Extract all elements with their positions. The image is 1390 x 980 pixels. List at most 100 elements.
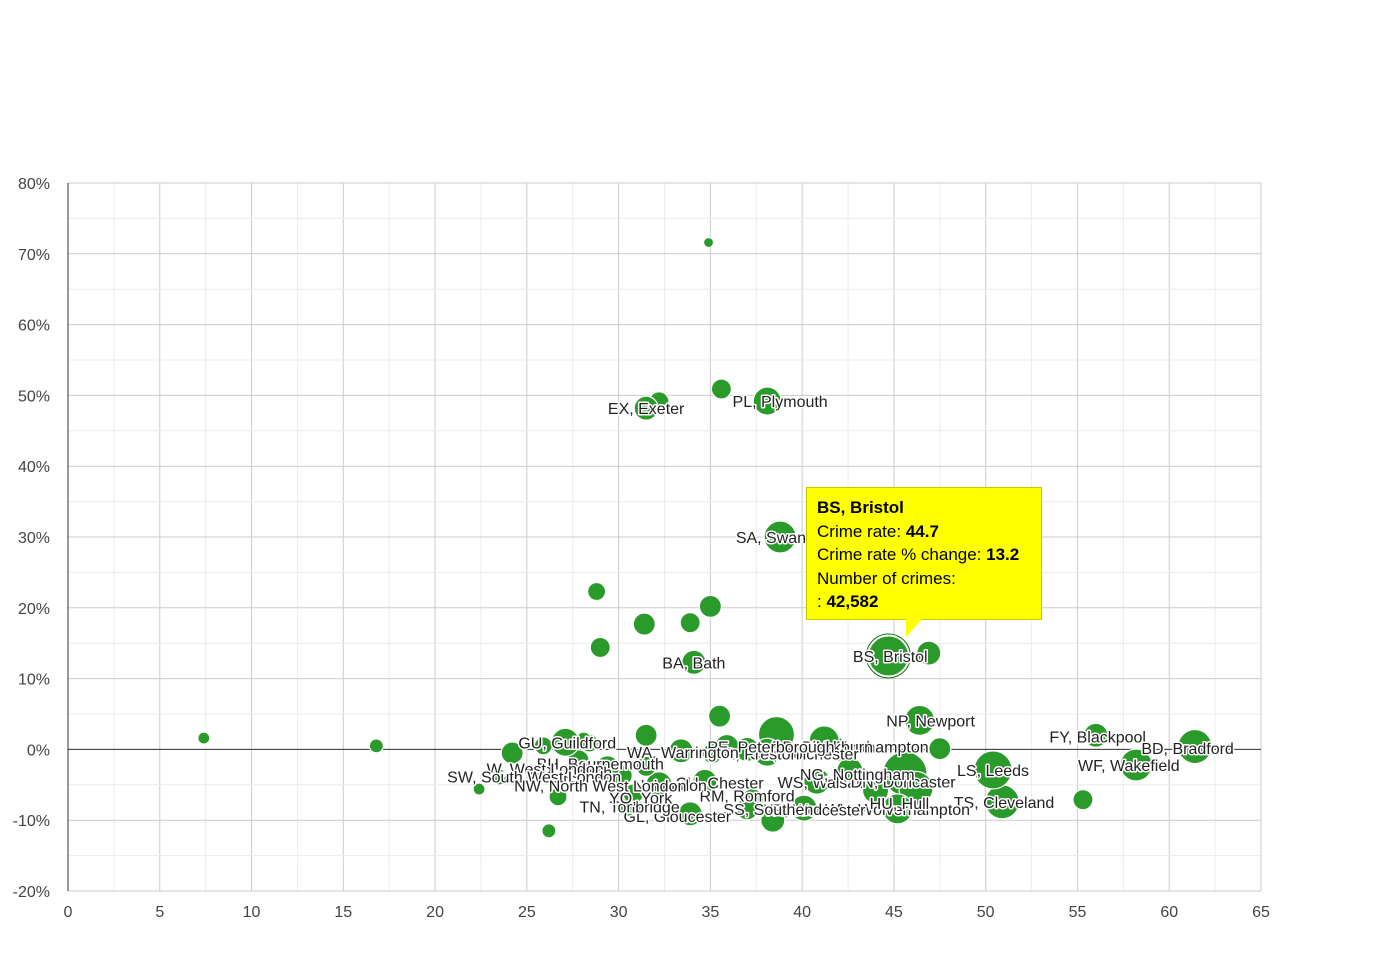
bubble-label: WR, Worcester: [757, 803, 866, 820]
bubble-point: [1177, 728, 1213, 765]
bubble-point: [735, 797, 759, 821]
bubble-point: [589, 636, 611, 659]
bubble-label: BA, Bath: [662, 655, 725, 672]
bubble-point: [698, 594, 722, 618]
bubble-point: [803, 767, 831, 795]
bubble-label: FY, Blackpool: [1049, 730, 1146, 747]
tooltip-count-row: : 42,582: [817, 590, 1031, 614]
bubble-label: YO, York: [609, 791, 673, 808]
bubble-point: [752, 386, 782, 416]
y-tick-label: 50%: [18, 388, 50, 405]
bubble-point: [881, 793, 914, 825]
bubble-point: [490, 768, 508, 786]
y-tick-label: 40%: [18, 459, 50, 476]
x-tick-label: 65: [1252, 904, 1270, 921]
y-tick-label: 70%: [18, 247, 50, 264]
x-tick-label: 40: [793, 904, 811, 921]
bubble-label: BB, Blackburn: [772, 740, 873, 757]
bubble-point: [533, 736, 553, 756]
bubble-label: WF, Wakefield: [1078, 758, 1180, 775]
y-tick-label: 80%: [18, 176, 50, 193]
bubble-point: [1072, 789, 1094, 811]
bubble-point: [710, 378, 732, 400]
bubble-point: [632, 612, 656, 636]
bubble-point: [836, 757, 864, 785]
bubble-label: SA, Swan: [736, 530, 806, 547]
y-tick-label: 60%: [18, 318, 50, 335]
bubble-label: N, London: [633, 778, 707, 795]
bubble-point: [973, 750, 1013, 790]
x-tick-label: 5: [155, 904, 164, 921]
bubble-label: NG, Nottingham: [800, 767, 915, 784]
bubble-point: [595, 755, 621, 781]
bubble-label: PR, Preston: [713, 747, 799, 764]
x-tick-label: 20: [426, 904, 444, 921]
tooltip-count-label: Number of crimes:: [817, 568, 956, 588]
x-tick-label: 60: [1160, 904, 1178, 921]
bubble-point: [645, 771, 673, 799]
bubble-point: [368, 738, 384, 754]
tooltip-count-value: 42,582: [826, 592, 879, 611]
y-tick-label: 30%: [18, 530, 50, 547]
bubble-point: [702, 236, 715, 249]
bubble-point: [633, 395, 659, 421]
bubble-label: HU, Hull: [870, 796, 930, 813]
bubbles: [197, 236, 1213, 839]
bubble-point: [586, 581, 607, 602]
tooltip-title: BS, Bristol: [817, 498, 904, 517]
bubble-point: [707, 704, 732, 728]
bubble-label: WA, Warrington: [627, 745, 739, 762]
bubble-label: WS, Walsall: [778, 775, 864, 792]
bubble-point: [763, 520, 797, 554]
y-tick-label: -20%: [13, 884, 50, 901]
bubble-label: EX, Exeter: [608, 401, 685, 418]
bubble-label: PE, Peterborough: [707, 740, 834, 757]
bubble-label: SW, South West London: [447, 769, 621, 786]
bubble-point: [867, 635, 909, 677]
bubble-point: [1083, 722, 1109, 748]
bubble-label: CH, Chester: [676, 776, 765, 793]
bubble-point: [541, 823, 557, 839]
bubble-point: [808, 725, 840, 757]
bubble-point: [904, 704, 936, 736]
bubble-point: [548, 787, 568, 807]
bubble-label: GL, Gloucester: [624, 809, 732, 826]
tooltip-change-row: Crime rate % change: 13.2: [817, 543, 1031, 567]
bubble-point: [566, 749, 590, 773]
bubble-point: [635, 755, 657, 777]
x-tick-label: 50: [977, 904, 995, 921]
bubble-label: BD, Bradford: [1141, 741, 1233, 758]
bubble-label: GU, Guildford: [518, 735, 616, 752]
bubble-point: [472, 782, 486, 796]
bubble-label: IP, Ipswich: [537, 765, 612, 782]
bubble-label: NN, Northampton: [804, 740, 929, 757]
x-tick-label: 15: [334, 904, 352, 921]
bubble-point: [701, 743, 723, 765]
bubble-label: CO, Colchester: [749, 747, 859, 764]
bubble-point: [677, 801, 703, 827]
bubble-point: [916, 640, 942, 666]
x-tick-label: 45: [885, 904, 903, 921]
bubble-point: [668, 738, 694, 764]
bubble-point: [692, 768, 718, 794]
y-tick-label: 20%: [18, 601, 50, 618]
bubble-point: [760, 807, 786, 833]
bubble-label: PL, Plymouth: [733, 394, 828, 411]
bubble-label: RM, Romford: [700, 788, 795, 805]
bubble-label: TN, Tonbridge: [580, 800, 680, 817]
x-tick-label: 30: [610, 904, 628, 921]
bubble-point: [622, 783, 644, 805]
x-tick-label: 0: [64, 904, 73, 921]
bubble-label: SS, Southend: [723, 802, 822, 819]
x-tick-label: 10: [243, 904, 261, 921]
x-tick-label: 35: [701, 904, 719, 921]
tooltip-rate-label: Crime rate:: [817, 521, 902, 541]
tooltip-count-prefix: :: [817, 592, 822, 611]
bubble-point: [500, 741, 524, 765]
bubble-label: TS, Cleveland: [954, 795, 1055, 812]
bubble-label: LS, Leeds: [957, 763, 1029, 780]
bubble-label: WV, Wolverhampton: [825, 802, 970, 819]
bubble-point: [634, 723, 658, 747]
tooltip-change-label: Crime rate % change:: [817, 545, 982, 564]
